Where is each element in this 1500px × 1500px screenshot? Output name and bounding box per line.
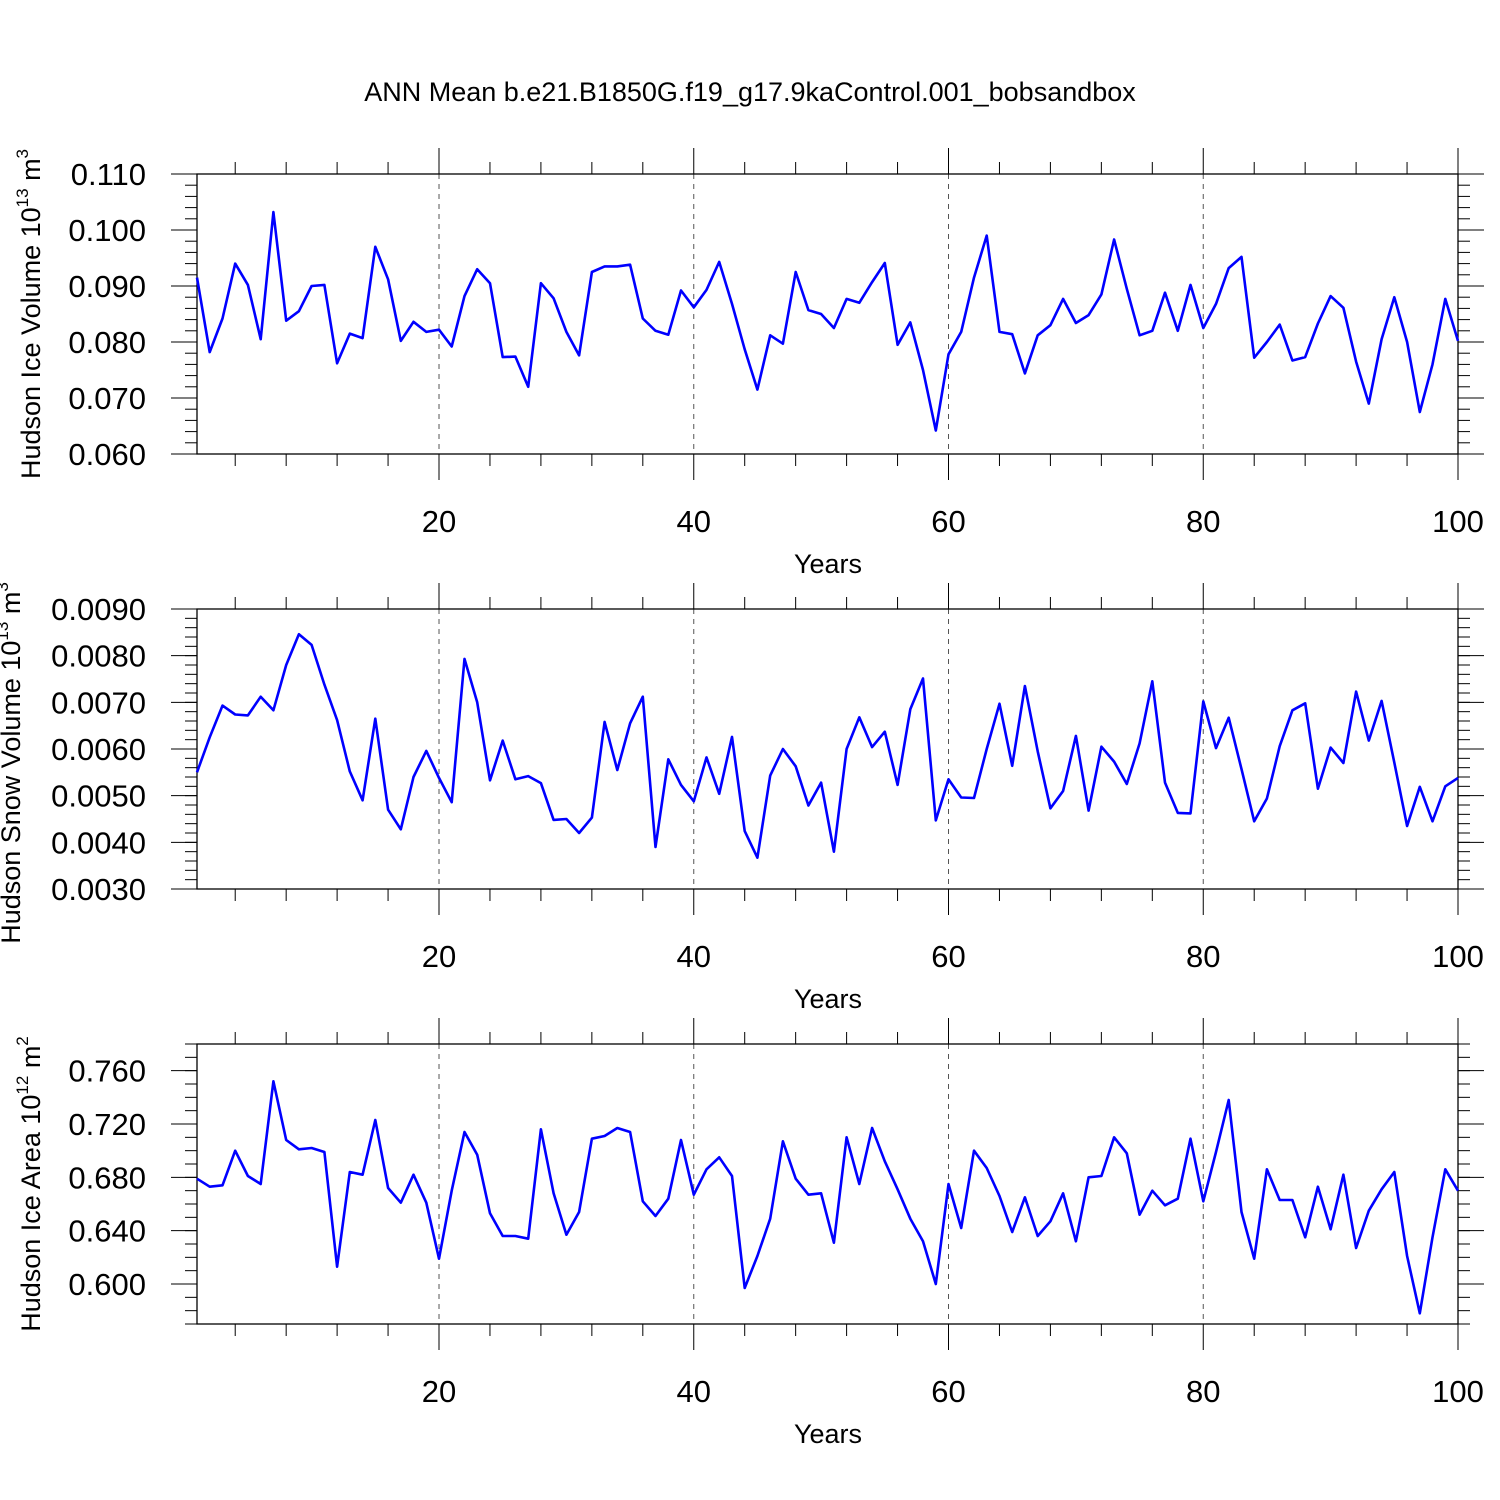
y-tick-label: 0.0080: [51, 639, 146, 674]
x-tick-label: 60: [931, 1374, 965, 1409]
y-axis-label-text: Hudson Ice Volume 10: [16, 207, 46, 479]
x-tick-label: 80: [1186, 1374, 1220, 1409]
y-tick-label: 0.640: [68, 1214, 146, 1249]
x-tick-label: 100: [1432, 939, 1484, 974]
x-axis-label: Years: [794, 1419, 862, 1449]
y-tick-label: 0.0090: [51, 592, 146, 627]
y-tick-label: 0.0070: [51, 685, 146, 720]
y-axis-label-exponent: 13: [0, 622, 12, 641]
x-axis-label: Years: [794, 984, 862, 1014]
x-tick-label: 40: [677, 1374, 711, 1409]
chart-title: ANN Mean b.e21.B1850G.f19_g17.9kaControl…: [364, 77, 1136, 107]
x-tick-label: 60: [931, 504, 965, 539]
y-tick-label: 0.110: [71, 157, 146, 192]
x-tick-label: 20: [422, 1374, 456, 1409]
x-tick-label: 40: [677, 504, 711, 539]
y-tick-label: 0.060: [68, 437, 146, 472]
y-tick-label: 0.0060: [51, 732, 146, 767]
y-tick-label: 0.080: [68, 325, 146, 360]
y-axis-label-unit: m: [0, 592, 26, 622]
series-line: [196, 1080, 1460, 1315]
series-line: [195, 632, 1459, 860]
y-tick-label: 0.680: [68, 1160, 146, 1195]
x-tick-label: 40: [677, 939, 711, 974]
y-tick-label: 0.070: [68, 381, 146, 416]
x-tick-label: 100: [1432, 1374, 1484, 1409]
y-tick-label: 0.720: [68, 1107, 146, 1142]
y-axis-label-text: Hudson Snow Volume 10: [0, 641, 26, 944]
y-axis-label-exponent: 12: [13, 1076, 32, 1095]
y-tick-label: 0.600: [68, 1267, 146, 1302]
y-axis-label: Hudson Ice Volume 1013 m3: [13, 149, 46, 479]
panel-3: 0.600 0.640 0.680 0.720 0.760 20 40 60 80 100 Year…: [13, 1018, 1484, 1449]
x-tick-label: 20: [422, 504, 456, 539]
y-axis-label-unit-exponent: 3: [13, 149, 32, 158]
y-tick-label: 0.0030: [51, 872, 146, 907]
y-tick-label: 0.0040: [51, 825, 146, 860]
y-tick-label: 0.090: [68, 269, 146, 304]
y-tick-label: 0.100: [68, 213, 146, 248]
y-axis-label: Hudson Snow Volume 1013 m3: [0, 582, 26, 944]
panel-1: 0.060 0.070 0.080 0.090 0.100 0.110 20 40 60 80 10…: [13, 148, 1484, 579]
x-tick-label: 80: [1186, 504, 1220, 539]
x-axis-label: Years: [794, 549, 862, 579]
y-axis-label-unit: m: [16, 1046, 46, 1076]
y-axis-label: Hudson Ice Area 1012 m2: [13, 1036, 46, 1332]
y-tick-label: 0.0050: [51, 779, 146, 814]
plot-frame: [196, 608, 1459, 890]
x-tick-label: 80: [1186, 939, 1220, 974]
y-tick-label: 0.760: [68, 1054, 146, 1089]
x-tick-label: 20: [422, 939, 456, 974]
y-axis-label-text: Hudson Ice Area 10: [16, 1095, 46, 1332]
y-axis-label-unit-exponent: 2: [13, 1036, 32, 1045]
x-tick-label: 100: [1432, 504, 1484, 539]
panel-2: 0.0030 0.0040 0.0050 0.0060 0.0070 0.0080 0.00…: [0, 582, 1484, 1014]
y-axis-label-exponent: 13: [13, 188, 32, 207]
series-line: [195, 210, 1460, 432]
plot-frame: [196, 173, 1459, 455]
y-axis-label-unit: m: [16, 158, 46, 188]
y-axis-label-unit-exponent: 3: [0, 582, 12, 591]
plot-frame: [196, 1043, 1459, 1325]
x-tick-label: 60: [931, 939, 965, 974]
